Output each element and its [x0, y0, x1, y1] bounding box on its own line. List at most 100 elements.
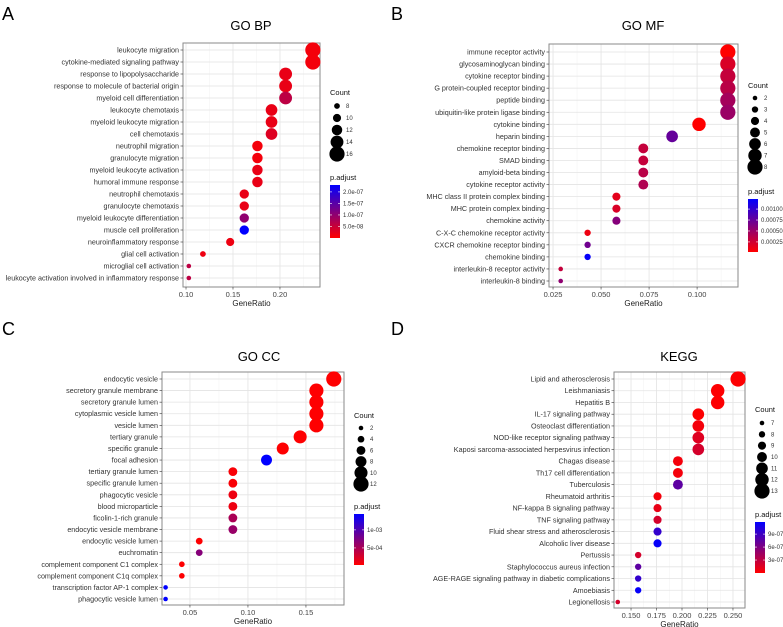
count-legend-label: 8 — [764, 165, 768, 171]
panel-title: GO BP — [230, 18, 271, 33]
y-tick-label: endocytic vesicle membrane — [67, 525, 158, 534]
y-tick-label: CXCR chemokine receptor binding — [434, 240, 545, 249]
y-tick-label: focal adhesion — [112, 456, 158, 465]
y-tick-label: Leishmaniasis — [564, 386, 610, 395]
y-tick-label: peptide binding — [496, 96, 545, 105]
count-legend-dot — [334, 103, 340, 109]
y-tick-label: tertiary granule — [110, 432, 158, 441]
y-tick-label: Staphylococcus aureus infection — [507, 562, 610, 571]
y-tick-label: endocytic vesicle lumen — [82, 537, 158, 546]
panel-title: GO CC — [238, 349, 281, 364]
colorbar-tick-label: 0.00100 — [761, 207, 783, 213]
data-point — [279, 79, 293, 93]
count-legend-label: 9 — [771, 444, 775, 450]
y-tick-label: Pertussis — [580, 551, 610, 560]
data-point — [720, 56, 736, 72]
y-tick-label: Rheumatoid arthritis — [546, 492, 611, 501]
panel-letter: C — [2, 319, 15, 339]
panel-letter: D — [391, 319, 404, 339]
y-tick-label: Kaposi sarcoma-associated herpesvirus in… — [454, 445, 610, 454]
count-legend-label: 2 — [764, 96, 768, 102]
x-tick-label: 0.075 — [640, 290, 659, 299]
y-tick-label: ficolin-1-rich granule — [93, 513, 158, 522]
count-legend-dot — [355, 456, 367, 468]
colorbar-tick-label: 6e-07 — [768, 545, 783, 551]
data-point — [692, 420, 705, 432]
y-tick-label: cytokine receptor activity — [466, 180, 545, 189]
count-legend-dot — [758, 431, 766, 438]
colorbar-tick-label: 0.00025 — [761, 240, 783, 246]
y-tick-label: Fluid shear stress and atherosclerosis — [489, 527, 610, 536]
y-tick-label: secretory granule lumen — [81, 398, 158, 407]
y-tick-label: IL-17 signaling pathway — [534, 410, 610, 419]
data-point — [584, 241, 591, 249]
colorbar-tick-label: 0.00075 — [761, 218, 783, 224]
y-tick-label: complement component C1q complex — [37, 571, 158, 580]
count-legend-title: Count — [354, 411, 375, 420]
y-tick-label: microglial cell activation — [104, 262, 180, 271]
y-tick-label: Legionellosis — [568, 598, 610, 607]
count-legend-dot — [748, 148, 762, 163]
y-tick-label: granulocyte chemotaxis — [103, 202, 179, 211]
data-point — [309, 383, 324, 398]
count-legend-label: 14 — [346, 140, 353, 146]
x-tick-label: 0.200 — [673, 611, 692, 620]
plot-area — [183, 43, 320, 287]
x-tick-label: 0.175 — [647, 611, 666, 620]
padjust-colorbar — [755, 522, 765, 573]
panel-title: GO MF — [622, 18, 665, 33]
padjust-legend-title: p.adjust — [755, 510, 782, 519]
y-tick-label: AGE-RAGE signaling pathway in diabetic c… — [433, 574, 610, 583]
count-legend-label: 10 — [346, 116, 353, 122]
y-tick-label: SMAD binding — [499, 156, 545, 165]
y-tick-label: Alcoholic liver disease — [539, 539, 610, 548]
colorbar-tick-label: 2.0e-07 — [343, 190, 364, 196]
data-point — [720, 80, 736, 96]
y-tick-label: leukocyte migration — [117, 46, 179, 55]
data-point — [265, 104, 278, 116]
y-tick-label: leukocyte activation involved in inflamm… — [6, 274, 179, 283]
data-point — [720, 104, 736, 120]
count-legend-dot — [330, 135, 344, 149]
data-point — [720, 44, 736, 60]
x-axis-title: GeneRatio — [624, 299, 663, 308]
data-point — [558, 266, 564, 272]
count-legend-label: 7 — [764, 154, 768, 160]
y-tick-label: interleukin-8 binding — [481, 277, 545, 286]
data-point — [239, 213, 249, 223]
count-legend-label: 6 — [764, 142, 768, 148]
count-legend-dot — [751, 106, 759, 113]
y-tick-label: glycosaminoglycan binding — [459, 60, 545, 69]
count-legend-dot — [358, 425, 364, 431]
data-point — [293, 430, 307, 444]
data-point — [634, 575, 642, 582]
data-point — [228, 525, 238, 534]
count-legend-dot — [332, 113, 342, 123]
y-tick-label: chemokine receptor binding — [457, 144, 545, 153]
count-legend-dot — [329, 146, 345, 162]
plot-area — [614, 372, 745, 608]
panel-letter: A — [2, 4, 14, 24]
count-legend-dot — [747, 159, 763, 175]
colorbar-tick-label: 1.5e-07 — [343, 201, 364, 207]
count-legend-label: 10 — [370, 471, 377, 477]
y-tick-label: myeloid leukocyte activation — [90, 166, 180, 175]
count-legend-dot — [749, 138, 761, 150]
data-point — [638, 155, 649, 166]
data-point — [309, 418, 324, 433]
panel-title: KEGG — [660, 349, 698, 364]
y-tick-label: neutrophil migration — [116, 142, 179, 151]
count-legend-title: Count — [755, 405, 776, 414]
count-legend-dot — [331, 124, 343, 136]
count-legend-dot — [356, 445, 366, 455]
count-legend-label: 8 — [771, 432, 775, 438]
panel-d: D KEGG Lipid and atherosclerosis Leishmania… — [391, 319, 783, 627]
padjust-colorbar — [748, 199, 758, 252]
x-tick-label: 0.225 — [698, 611, 717, 620]
data-point — [239, 189, 249, 199]
data-point — [261, 454, 272, 466]
data-point — [710, 395, 725, 410]
data-point — [195, 537, 203, 545]
data-point — [195, 549, 203, 557]
y-tick-label: interleukin-8 receptor activity — [454, 264, 546, 273]
